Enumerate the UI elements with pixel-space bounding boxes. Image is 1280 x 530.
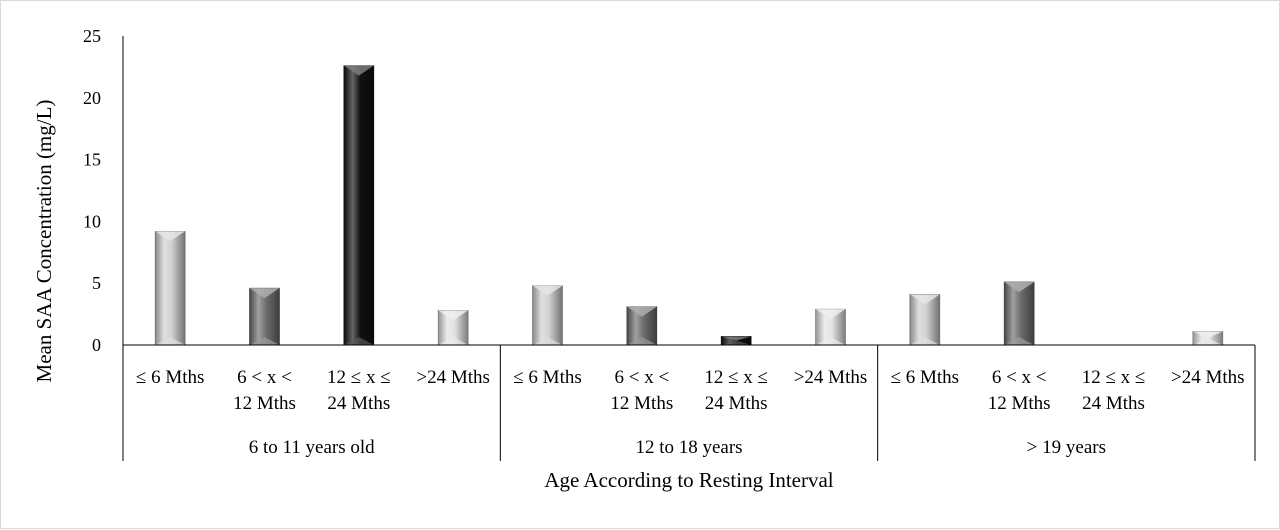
y-axis-title: Mean SAA Concentration (mg/L) <box>32 100 56 383</box>
category-label: ≤ 6 Mths <box>891 367 960 388</box>
bar-bevel-bottom <box>626 337 657 345</box>
bar-bevel-top <box>343 65 374 76</box>
bar-bevel-top <box>909 294 940 305</box>
bar-bevel-bottom <box>1004 337 1035 345</box>
bar <box>249 287 280 346</box>
axes-layer <box>122 36 1255 461</box>
y-tick-label: 5 <box>92 273 101 293</box>
y-tick-label: 0 <box>92 335 101 355</box>
x-axis-title: Age According to Resting Interval <box>544 468 833 492</box>
category-label: 24 Mths <box>327 393 390 414</box>
category-label: ≤ 6 Mths <box>136 367 205 388</box>
x-group-labels: 6 to 11 years old 12 to 18 years > 19 year… <box>249 345 1256 461</box>
bar-bevel-bottom <box>438 337 469 345</box>
bar-bevel-bottom <box>909 337 940 345</box>
bar <box>1192 331 1224 346</box>
category-label: 12 ≤ x ≤ <box>1082 367 1146 388</box>
category-label: 12 Mths <box>233 393 296 414</box>
category-label: 6 < x < <box>992 367 1047 388</box>
group-label: > 19 years <box>1027 437 1106 458</box>
bar-body <box>343 65 375 346</box>
bar <box>626 306 658 346</box>
category-label: 6 < x < <box>237 367 292 388</box>
bars-layer <box>154 65 1224 346</box>
bar <box>1003 281 1035 346</box>
group-label: 6 to 11 years old <box>249 437 375 458</box>
y-tick-labels: 0 5 10 15 20 25 <box>83 26 101 355</box>
bar <box>909 294 941 346</box>
bar-body <box>1003 281 1035 346</box>
y-tick-label: 15 <box>83 150 101 170</box>
bar-bevel-top <box>249 288 280 299</box>
category-label: 12 Mths <box>988 393 1051 414</box>
bar <box>815 308 846 346</box>
category-label: >24 Mths <box>794 367 868 388</box>
bar-bevel-bottom <box>249 337 280 345</box>
bar-bevel-top <box>626 306 657 317</box>
category-label: 24 Mths <box>1082 393 1145 414</box>
bar-body <box>154 230 186 346</box>
bar-bevel-top <box>815 309 846 320</box>
category-label: 24 Mths <box>705 393 768 414</box>
bar-bevel-bottom <box>155 337 186 345</box>
bar-bevel-bottom <box>815 337 846 345</box>
bar-bevel-bottom <box>343 337 374 345</box>
category-label: 12 Mths <box>610 393 673 414</box>
group-label: 12 to 18 years <box>635 437 742 458</box>
category-label: 12 ≤ x ≤ <box>704 367 768 388</box>
bar-bevel-top <box>721 336 752 341</box>
category-label: 12 ≤ x ≤ <box>327 367 391 388</box>
bar <box>720 336 752 346</box>
bar-bevel-top <box>1192 331 1223 339</box>
bar <box>343 65 375 346</box>
x-category-labels: ≤ 6 Mths 6 < x < 12 Mths 12 ≤ x ≤ 24 Mths >24… <box>136 367 1245 414</box>
category-label: >24 Mths <box>1171 367 1245 388</box>
category-label: 6 < x < <box>614 367 669 388</box>
bar-bevel-top <box>1004 281 1035 292</box>
bar-bevel-top <box>532 285 563 296</box>
bar-bevel-bottom <box>532 337 563 345</box>
bar-bevel-top <box>155 231 186 242</box>
bar <box>532 285 563 346</box>
bar-bevel-bottom <box>721 340 752 345</box>
category-label: ≤ 6 Mths <box>513 367 582 388</box>
bar-bevel-top <box>438 310 469 321</box>
bar-bevel-bottom <box>1192 338 1223 345</box>
y-tick-label: 10 <box>83 211 101 231</box>
bar <box>154 230 186 346</box>
y-tick-label: 20 <box>83 88 101 108</box>
category-label: >24 Mths <box>416 367 490 388</box>
bar <box>437 310 469 346</box>
y-tick-label: 25 <box>83 26 101 46</box>
